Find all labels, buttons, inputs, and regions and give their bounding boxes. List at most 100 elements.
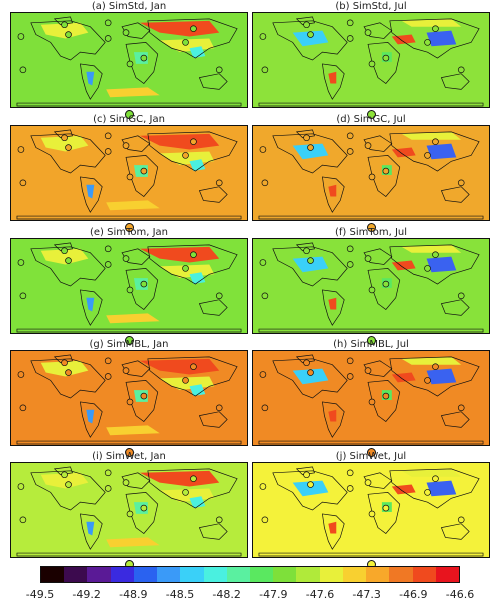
colorbar-swatch <box>319 567 343 582</box>
coastline <box>258 215 484 220</box>
map-panel-simtom-jul <box>252 238 490 334</box>
anomaly-patch <box>328 409 337 422</box>
station-marker <box>104 485 112 492</box>
station-marker <box>126 60 134 68</box>
station-marker <box>346 19 354 27</box>
station-marker <box>17 146 25 153</box>
colorbar-swatch <box>226 567 250 582</box>
station-marker <box>364 142 372 149</box>
station-marker <box>261 66 269 74</box>
coastline <box>80 513 103 550</box>
anomaly-patch <box>106 425 160 436</box>
station-marker <box>261 179 269 187</box>
station-marker <box>190 251 197 258</box>
station-marker <box>61 21 68 29</box>
anomaly-patch <box>189 272 206 285</box>
coastline <box>322 63 345 100</box>
station-marker <box>303 471 310 479</box>
station-marker <box>104 373 112 380</box>
station-marker <box>104 357 112 365</box>
colorbar-tick-label: -49.2 <box>72 588 101 601</box>
coastline <box>53 16 73 26</box>
colorbar-tick-label: -47.3 <box>352 588 381 601</box>
coastline <box>198 523 228 540</box>
station-marker <box>382 280 390 288</box>
coastline <box>389 244 480 285</box>
map-panel-simgc-jul <box>252 125 490 221</box>
coastline <box>16 215 242 220</box>
anomaly-patch <box>292 143 329 160</box>
south-pole-station-marker <box>125 110 134 119</box>
station-marker <box>457 292 465 300</box>
coastline <box>198 73 228 90</box>
station-marker <box>190 363 197 370</box>
anomaly-patch <box>328 297 337 310</box>
anomaly-patch <box>401 244 462 253</box>
coastline <box>272 358 348 399</box>
station-marker <box>346 261 354 268</box>
panel-title-simwet-jul: (j) SimWet, Jul <box>335 451 407 462</box>
anomaly-patch <box>292 30 329 47</box>
coastline <box>147 18 238 59</box>
station-marker <box>259 146 267 153</box>
station-marker <box>346 132 354 140</box>
anomaly-patch <box>292 480 329 497</box>
station-marker <box>364 367 372 374</box>
station-marker <box>190 25 197 32</box>
anomaly-patch <box>40 360 89 377</box>
coastline <box>322 513 345 550</box>
station-marker <box>122 367 130 374</box>
anomaly-patch <box>106 313 160 324</box>
map-panel-simtom-jan <box>10 238 248 334</box>
colorbar-tick-label: -46.9 <box>399 588 428 601</box>
station-marker <box>126 398 134 406</box>
colorbar <box>40 566 460 583</box>
station-marker <box>432 475 439 482</box>
coastline <box>322 176 345 213</box>
station-marker <box>19 66 27 74</box>
anomaly-patch <box>401 18 462 27</box>
station-marker <box>259 371 267 378</box>
anomaly-patch <box>426 480 457 497</box>
map-panel-simgc-jan <box>10 125 248 221</box>
station-marker <box>303 247 310 255</box>
map-panel-simmbl-jul <box>252 350 490 446</box>
colorbar-tick-label: -48.9 <box>119 588 148 601</box>
station-marker <box>307 369 314 376</box>
station-marker <box>140 54 148 62</box>
map-panel-simstd-jan <box>10 12 248 108</box>
south-pole-station-marker <box>367 448 376 457</box>
anomaly-patch <box>86 521 95 536</box>
map-panel-simwet-jul <box>252 462 490 558</box>
station-marker <box>182 377 189 384</box>
anomaly-patch <box>106 537 160 548</box>
station-marker <box>122 142 130 149</box>
anomaly-patch <box>401 131 462 140</box>
station-marker <box>259 483 267 490</box>
coastline <box>295 242 315 252</box>
station-marker <box>424 265 431 272</box>
coastline <box>16 552 242 557</box>
map-background <box>253 239 489 333</box>
station-marker <box>346 485 354 492</box>
station-marker <box>261 292 269 300</box>
station-marker <box>126 510 134 518</box>
colorbar-swatch <box>273 567 297 582</box>
station-marker <box>182 39 189 46</box>
map-background <box>253 463 489 557</box>
coastline <box>30 246 106 287</box>
coastline <box>440 299 470 316</box>
colorbar-tick-label: -48.2 <box>212 588 241 601</box>
station-marker <box>457 404 465 412</box>
coastline <box>440 523 470 540</box>
anomaly-patch <box>86 184 95 199</box>
station-marker <box>140 167 148 175</box>
coastline <box>147 468 238 509</box>
station-marker <box>19 516 27 524</box>
station-marker <box>259 33 267 40</box>
coastline <box>272 470 348 511</box>
anomaly-patch <box>189 496 206 509</box>
coastline <box>440 186 470 203</box>
coastline <box>53 466 73 476</box>
station-marker <box>65 31 72 38</box>
